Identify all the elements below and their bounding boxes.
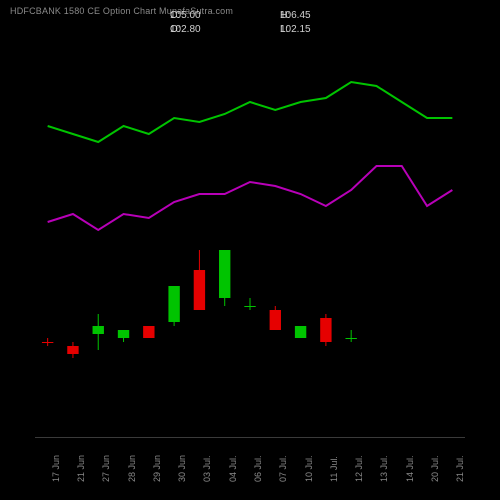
- x-tick-label: 21 Jun: [76, 455, 86, 482]
- x-tick-label: 14 Jul.: [405, 455, 415, 482]
- candle-body: [345, 338, 356, 339]
- candle-body: [143, 326, 154, 338]
- ohlc-value-c: 105.00: [170, 10, 201, 21]
- x-tick-label: 04 Jul.: [228, 455, 238, 482]
- ohlc-value-o: 102.80: [170, 24, 201, 35]
- x-tick-label: 12 Jul.: [354, 455, 364, 482]
- x-tick-label: 29 Jun: [152, 455, 162, 482]
- x-tick-label: 27 Jun: [101, 455, 111, 482]
- option-chart: [35, 38, 465, 438]
- candle-body: [270, 310, 281, 330]
- ohlc-value-l: 102.15: [280, 24, 311, 35]
- chart-svg: [35, 38, 465, 438]
- candle-body: [168, 286, 179, 322]
- candle-body: [320, 318, 331, 342]
- candle-body: [118, 330, 129, 338]
- x-tick-label: 30 Jun: [177, 455, 187, 482]
- x-tick-label: 10 Jul.: [304, 455, 314, 482]
- x-tick-label: 21 Jul.: [455, 455, 465, 482]
- x-tick-label: 20 Jul.: [430, 455, 440, 482]
- candle-body: [295, 326, 306, 338]
- candle-body: [244, 306, 255, 307]
- x-tick-label: 07 Jul.: [278, 455, 288, 482]
- ohlc-value-h: 106.45: [280, 10, 311, 21]
- x-tick-label: 11 Jul.: [329, 456, 339, 482]
- candle-body: [42, 342, 53, 343]
- x-tick-label: 13 Jul.: [379, 455, 389, 482]
- indicator-line-upper: [48, 82, 453, 142]
- x-tick-label: 28 Jun: [127, 455, 137, 482]
- candle-body: [219, 250, 230, 298]
- candle-body: [93, 326, 104, 334]
- candle-body: [67, 346, 78, 354]
- x-tick-label: 17 Jun: [51, 455, 61, 482]
- indicator-line-lower: [48, 166, 453, 230]
- x-tick-label: 06 Jul.: [253, 455, 263, 482]
- x-tick-label: 03 Jul.: [202, 455, 212, 482]
- candle-body: [194, 270, 205, 310]
